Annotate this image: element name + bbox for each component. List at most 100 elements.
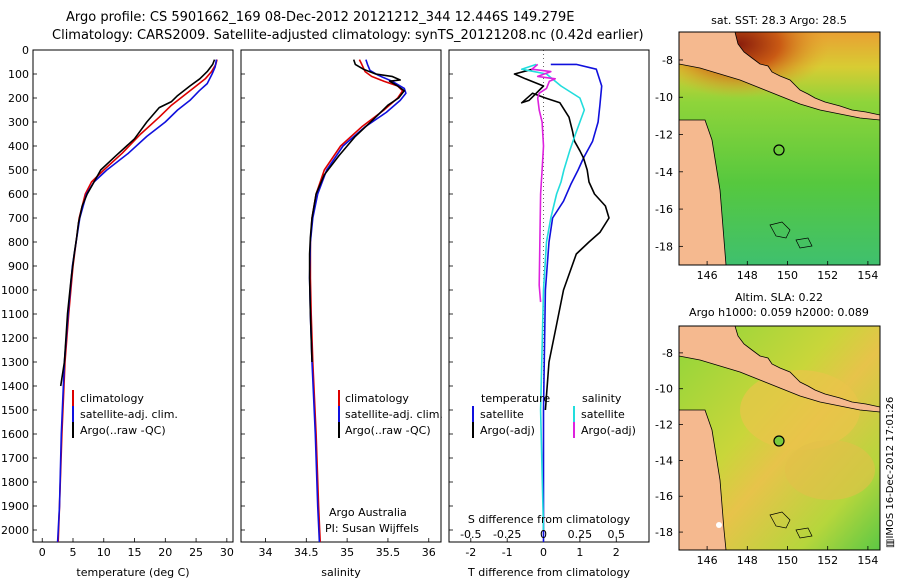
- imos-logo-icon: ▥: [885, 538, 896, 548]
- temperature-series: [56, 59, 218, 543]
- legend-sat-label: satellite-adj. clim.: [80, 408, 178, 421]
- map-lon-label: 148: [737, 269, 758, 282]
- x-tick-label: 10: [97, 546, 111, 559]
- sla-australia-coast: [679, 409, 727, 550]
- temperature-clim-line: [57, 59, 218, 543]
- sla-reefs: [769, 511, 813, 539]
- sst-map-title: sat. SST: 28.3 Argo: 28.5: [711, 14, 847, 27]
- x-tick-label: 20: [158, 546, 172, 559]
- x-tick-label: 30: [220, 546, 234, 559]
- x-tick-label: 1: [576, 546, 583, 559]
- temperature-legend: climatology satellite-adj. clim. Argo(..…: [72, 390, 178, 438]
- salinity-frame: [240, 49, 442, 543]
- temperature-xlabel: temperature (deg C): [76, 566, 189, 579]
- sla-island-marker: [716, 522, 722, 528]
- difference-panel: -2 -1 0 1 2 temperature satellite Argo(-adj)…: [448, 49, 650, 579]
- sla-map-frame: [678, 325, 881, 551]
- temperature-x-axis: 0 5 10 15 20 25 30: [39, 538, 234, 559]
- x-tick-label: 0: [39, 546, 46, 559]
- salinity-series: [308, 59, 407, 543]
- legend-s-sat-label: satellite: [581, 408, 625, 421]
- map-lon-label: 154: [857, 269, 878, 282]
- map-lon-label: 150: [777, 269, 798, 282]
- depth-tick-label: 600: [8, 188, 29, 201]
- depth-tick-label: 1900: [1, 500, 29, 513]
- legend-argo-label: Argo(..raw -QC): [80, 424, 166, 437]
- map-lat-label: -14: [655, 166, 673, 179]
- map-lon-label: 152: [817, 269, 838, 282]
- s-diff-sat-line: [520, 63, 586, 531]
- x-tick-label: 25: [189, 546, 203, 559]
- x-tick-label: 0: [540, 546, 547, 559]
- legend-clim-label: climatology: [80, 392, 144, 405]
- s-tick-label: 0: [540, 528, 547, 541]
- sst-argo-position: [773, 144, 785, 156]
- s-diff-argo-line: [531, 63, 556, 303]
- depth-tick-label: 1300: [1, 356, 29, 369]
- temperature-argo-line: [59, 59, 216, 387]
- s-tick-label: -0.25: [493, 528, 521, 541]
- sla-map: Altim. SLA: 0.22 Argo h1000: 0.059 h2000…: [655, 291, 881, 567]
- depth-tick-label: 1700: [1, 452, 29, 465]
- map-lat-label: -18: [655, 240, 673, 253]
- sla-high-anomaly: [740, 370, 860, 450]
- sst-australia-coast: [679, 119, 727, 265]
- sst-map-ticks: -8 -10 -12 -14 -16 -18 146 148 150 152 154: [655, 54, 878, 282]
- legend-sat-label: satellite-adj. clim.: [345, 408, 443, 421]
- difference-frame: [448, 49, 650, 543]
- depth-axis: 0 100 200 300 400 500 600 700 800 900 1000 1100 1200…: [1, 44, 453, 537]
- map-lon-label: 154: [857, 554, 878, 567]
- pi-note: PI: Susan Wijffels: [325, 522, 419, 535]
- x-tick-label: -2: [465, 546, 476, 559]
- map-lon-label: 152: [817, 554, 838, 567]
- s-difference-ticks: -0.5 -0.25 0 0.25 0.5: [460, 528, 625, 541]
- x-tick-label: 15: [128, 546, 142, 559]
- depth-tick-label: 1800: [1, 476, 29, 489]
- x-tick-label: -1: [502, 546, 513, 559]
- depth-tick-label: 100: [8, 68, 29, 81]
- legend-s-argo-label: Argo(-adj): [581, 424, 636, 437]
- x-tick-label: 35.5: [376, 546, 401, 559]
- depth-tick-label: 800: [8, 236, 29, 249]
- t-diff-argo-line: [513, 68, 610, 411]
- legend-salinity-header: salinity: [582, 392, 622, 405]
- map-lat-label: -10: [655, 383, 673, 396]
- depth-tick-label: 1000: [1, 284, 29, 297]
- depth-tick-label: 200: [8, 92, 29, 105]
- depth-tick-label: 2000: [1, 524, 29, 537]
- map-lat-label: -8: [662, 347, 673, 360]
- map-lat-label: -14: [655, 454, 673, 467]
- map-lat-label: -12: [655, 129, 673, 142]
- x-tick-label: 2: [613, 546, 620, 559]
- s-difference-label: S difference from climatology: [468, 513, 631, 526]
- sla-map-title-1: Altim. SLA: 0.22: [735, 291, 823, 304]
- legend-t-argo-label: Argo(-adj): [480, 424, 535, 437]
- map-lon-label: 146: [697, 554, 718, 567]
- depth-tick-label: 900: [8, 260, 29, 273]
- salinity-legend: climatology satellite-adj. clim. Argo(..…: [338, 390, 443, 438]
- sla-png-coast: [679, 326, 880, 413]
- sst-map: sat. SST: 28.3 Argo: 28.5: [655, 14, 881, 282]
- salinity-xlabel: salinity: [321, 566, 361, 579]
- temperature-sat-line: [56, 59, 218, 543]
- difference-legend: temperature satellite Argo(-adj) salinit…: [472, 392, 636, 438]
- t-difference-x-axis: -2 -1 0 1 2: [465, 538, 620, 559]
- salinity-clim-line: [309, 59, 404, 543]
- legend-temperature-header: temperature: [481, 392, 550, 405]
- sla-map-title-2: Argo h1000: 0.059 h2000: 0.089: [689, 306, 869, 319]
- legend-argo-label: Argo(..raw -QC): [345, 424, 431, 437]
- title-line-1: Argo profile: CS 5901662_169 08-Dec-2012…: [66, 10, 575, 25]
- temperature-frame: [32, 49, 234, 543]
- legend-clim-label: climatology: [345, 392, 409, 405]
- salinity-argo-line: [308, 59, 406, 363]
- depth-tick-label: 1500: [1, 404, 29, 417]
- timestamp-text: IMOS 16-Dec-2012 17:01:26: [885, 396, 896, 539]
- s-tick-label: -0.5: [460, 528, 481, 541]
- institution-note: Argo Australia: [329, 506, 407, 519]
- map-lat-label: -12: [655, 419, 673, 432]
- temperature-panel: 0100200300400500600700800900100011001200…: [1, 44, 453, 579]
- imos-timestamp: ▥IMOS 16-Dec-2012 17:01:26: [885, 397, 896, 548]
- sst-reefs: [769, 221, 813, 249]
- sla-argo-position: [773, 435, 785, 447]
- s-tick-label: 0.25: [568, 528, 593, 541]
